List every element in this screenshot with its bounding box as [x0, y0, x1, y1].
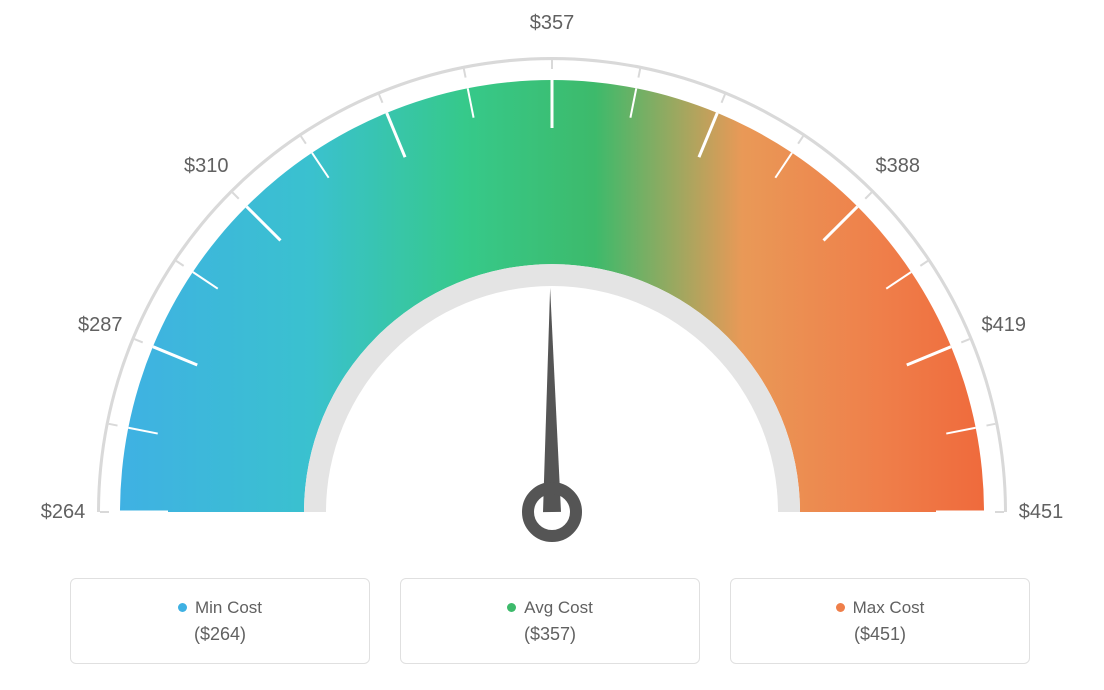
avg-cost-value: ($357): [524, 624, 576, 645]
max-cost-card: Max Cost ($451): [730, 578, 1030, 664]
max-cost-value: ($451): [854, 624, 906, 645]
gauge-tick-label: $419: [982, 314, 1027, 336]
gauge-tick-label: $264: [41, 501, 86, 523]
gauge-tick-label: $287: [78, 314, 123, 336]
min-cost-title: Min Cost: [178, 598, 262, 618]
avg-cost-label: Avg Cost: [524, 598, 593, 618]
max-cost-label: Max Cost: [853, 598, 925, 618]
avg-dot-icon: [507, 603, 516, 612]
gauge-svg: $264 $287 $310 $357 $388 $419 $451: [0, 0, 1104, 560]
avg-cost-title: Avg Cost: [507, 598, 593, 618]
gauge-tick-label: $310: [184, 155, 229, 177]
gauge-tick-label: $357: [530, 12, 575, 34]
gauge-tick-label: $451: [1019, 501, 1064, 523]
max-cost-title: Max Cost: [836, 598, 925, 618]
max-dot-icon: [836, 603, 845, 612]
cost-gauge-chart: $264 $287 $310 $357 $388 $419 $451: [0, 0, 1104, 560]
gauge-needle: [543, 288, 561, 512]
min-cost-card: Min Cost ($264): [70, 578, 370, 664]
min-dot-icon: [178, 603, 187, 612]
min-cost-label: Min Cost: [195, 598, 262, 618]
cost-cards-row: Min Cost ($264) Avg Cost ($357) Max Cost…: [70, 578, 1030, 664]
gauge-tick-label: $388: [876, 155, 921, 177]
min-cost-value: ($264): [194, 624, 246, 645]
avg-cost-card: Avg Cost ($357): [400, 578, 700, 664]
